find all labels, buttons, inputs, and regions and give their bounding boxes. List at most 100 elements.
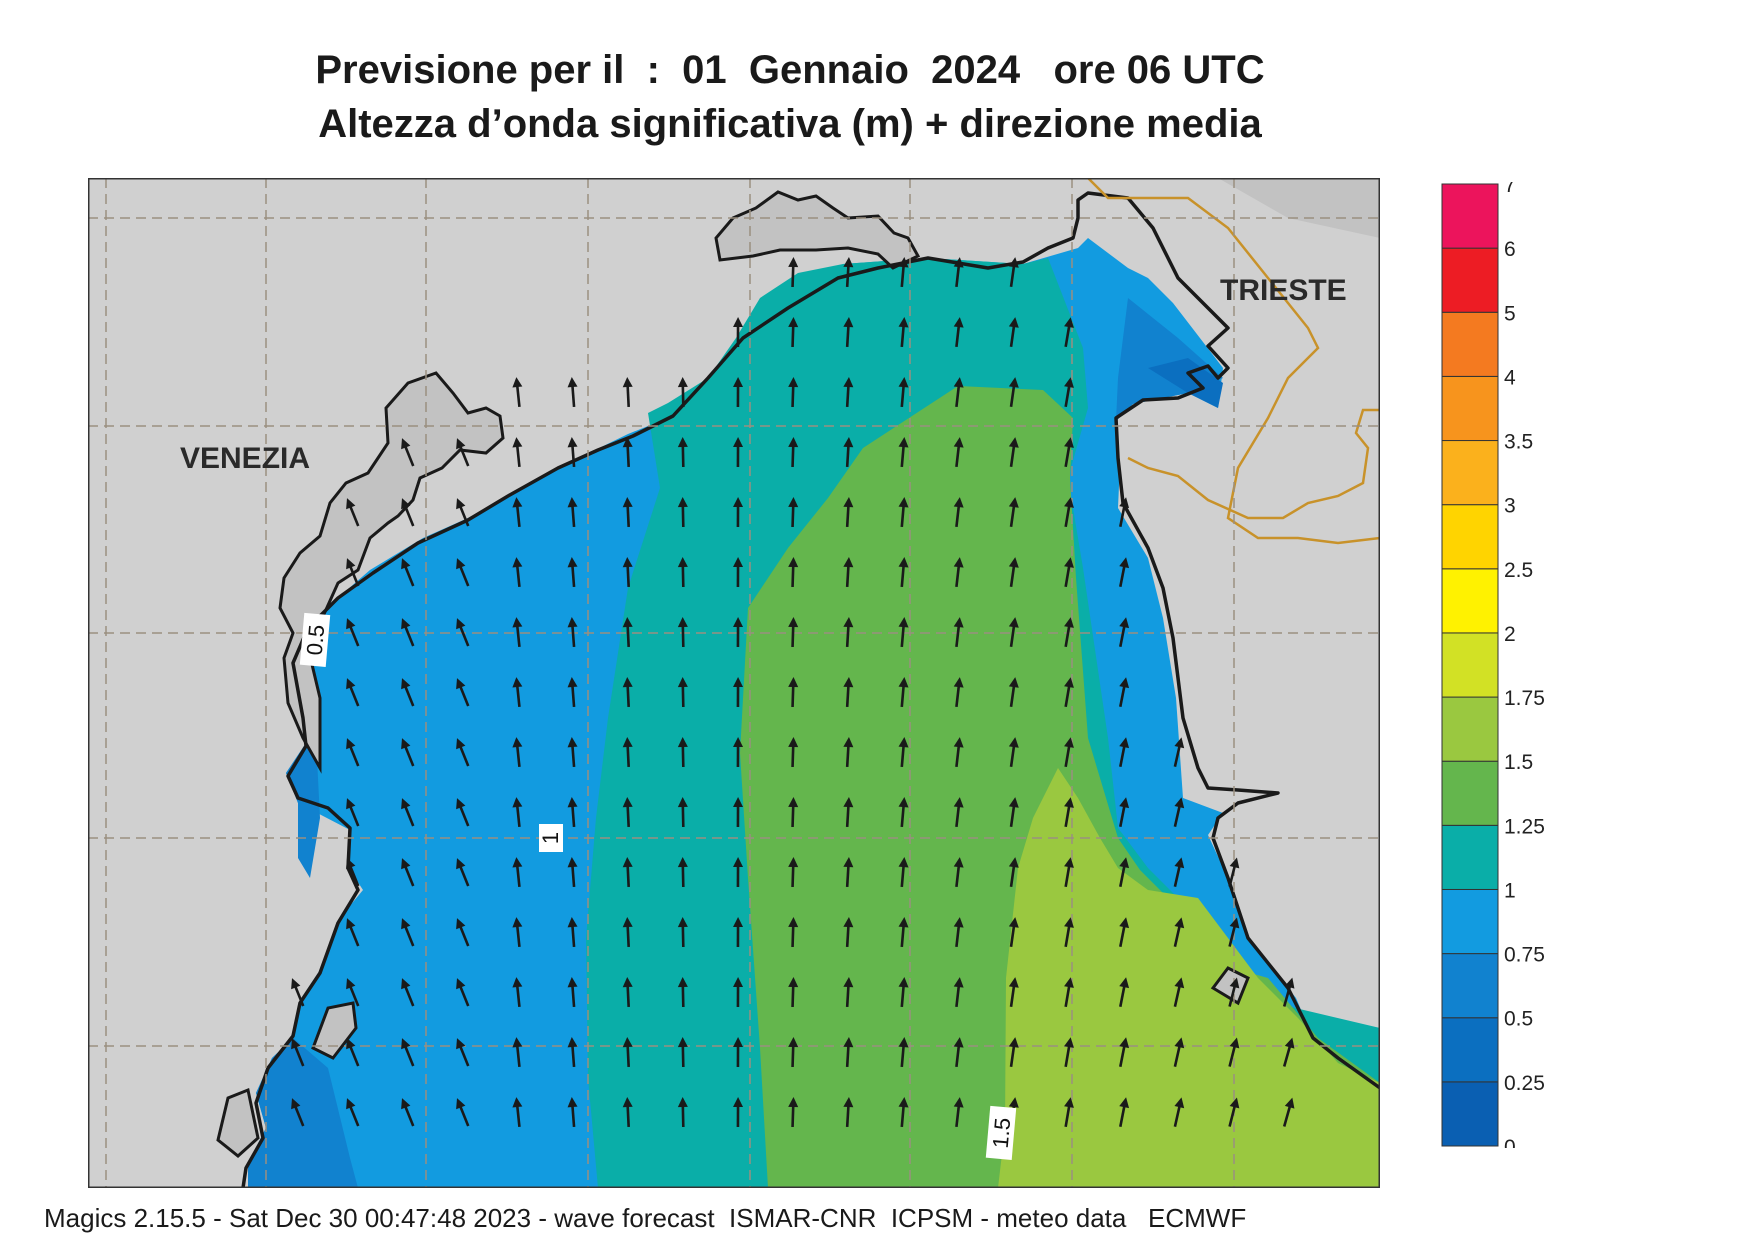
legend-label: 0.75 <box>1504 944 1545 967</box>
wave-arrow <box>1119 797 1130 827</box>
wave-arrow <box>733 797 744 828</box>
wave-arrow <box>953 377 964 408</box>
wave-arrow <box>1282 1097 1295 1127</box>
wave-arrow <box>733 677 744 708</box>
legend-bin <box>1441 1081 1499 1147</box>
wave-arrow <box>401 498 415 527</box>
wave-arrow <box>677 1097 688 1128</box>
wave-arrow <box>1173 737 1185 767</box>
south-island-1 <box>216 1087 260 1158</box>
wave-arrow <box>1008 797 1019 828</box>
wave-arrow <box>953 1037 964 1068</box>
wave-arrow <box>898 557 909 588</box>
wave-arrow <box>567 797 578 828</box>
wave-arrow <box>788 797 799 828</box>
wave-arrow <box>456 618 470 647</box>
legend-label: 1.75 <box>1504 687 1545 710</box>
wave-arrow <box>898 797 909 828</box>
wave-arrow <box>512 377 523 408</box>
wave-arrow <box>622 437 633 468</box>
wave-arrow <box>1228 857 1240 887</box>
wave-arrow <box>622 977 633 1008</box>
legend-bin <box>1441 375 1499 442</box>
wave-arrow <box>953 677 964 708</box>
wave-arrow <box>788 737 799 768</box>
sea-band-0.5-0.75-west <box>248 1038 358 1188</box>
wave-arrow <box>1119 497 1130 527</box>
wave-arrow <box>456 498 470 527</box>
wave-arrow <box>953 797 964 828</box>
wave-arrow <box>567 977 578 1008</box>
wave-arrow <box>512 497 523 528</box>
wave-arrow <box>953 437 964 468</box>
wave-arrow <box>512 677 523 708</box>
wave-arrow <box>733 497 744 528</box>
legend-label: 0.25 <box>1504 1072 1545 1095</box>
legend-bin <box>1441 568 1499 634</box>
wave-arrow <box>567 917 578 948</box>
legend-label: 1.5 <box>1504 751 1533 774</box>
wave-arrow <box>512 1037 523 1068</box>
wave-arrow <box>677 1037 688 1068</box>
wave-arrow <box>843 677 854 708</box>
wave-arrow <box>677 797 688 828</box>
wave-arrow <box>843 617 854 648</box>
wave-arrow <box>898 677 909 708</box>
wave-arrow <box>456 918 470 947</box>
wave-arrow <box>733 977 744 1008</box>
wave-arrow <box>1119 557 1130 587</box>
legend-bin <box>1441 696 1499 762</box>
wave-arrow <box>456 798 470 827</box>
legend-bin <box>1441 183 1499 249</box>
venice-lagoon <box>278 371 505 774</box>
legend-label: 4 <box>1504 366 1516 389</box>
wave-arrow <box>1064 317 1074 348</box>
wave-arrow <box>456 738 470 767</box>
wave-arrow <box>456 978 470 1007</box>
wave-arrow <box>401 858 415 887</box>
wave-arrow <box>346 558 360 587</box>
wave-arrow <box>1173 857 1185 887</box>
wave-arrow <box>788 617 799 648</box>
wave-arrow <box>788 1037 799 1068</box>
title-line-1: Previsione per il : 01 Gennaio 2024 ore … <box>315 48 1265 92</box>
svg-text:0.5: 0.5 <box>302 624 330 657</box>
wave-arrow <box>1008 257 1019 288</box>
legend-bin <box>1441 953 1499 1019</box>
wave-arrow <box>1064 557 1074 588</box>
wave-arrow <box>567 677 578 708</box>
wave-arrow <box>843 1097 854 1128</box>
wave-arrow <box>1228 1037 1240 1067</box>
wave-arrow <box>788 977 799 1008</box>
wave-arrow <box>346 678 360 707</box>
wave-arrow <box>1064 677 1074 708</box>
wave-arrow <box>953 617 964 648</box>
wave-arrow <box>1228 917 1240 947</box>
wave-arrow <box>898 437 909 468</box>
wave-arrow <box>1119 737 1130 767</box>
wave-arrow <box>733 617 744 648</box>
map-frame <box>88 178 1380 1188</box>
sea-band-0.5-0.75-trieste <box>1116 298 1223 421</box>
wave-arrow <box>512 557 523 588</box>
wave-arrow <box>953 737 964 768</box>
wave-arrow <box>622 857 633 888</box>
wave-arrow <box>1173 797 1185 827</box>
wave-arrow <box>567 437 578 468</box>
legend-bin <box>1441 311 1499 377</box>
wave-arrow <box>1173 977 1185 1007</box>
legend-bin <box>1441 824 1499 890</box>
wave-arrow <box>843 557 854 588</box>
wave-arrow <box>512 977 523 1008</box>
wave-arrow <box>401 978 415 1007</box>
legend-label: 1 <box>1504 879 1516 902</box>
wave-arrow <box>622 917 633 948</box>
title-line-2: Altezza d’onda significativa (m) + direz… <box>318 102 1262 146</box>
wave-arrow <box>677 737 688 768</box>
wave-arrow <box>733 1097 744 1128</box>
wave-arrow <box>733 1037 744 1068</box>
wave-arrow <box>1119 617 1130 647</box>
wave-arrow <box>733 317 744 348</box>
wave-arrow <box>567 617 578 648</box>
wave-arrow <box>788 317 799 348</box>
